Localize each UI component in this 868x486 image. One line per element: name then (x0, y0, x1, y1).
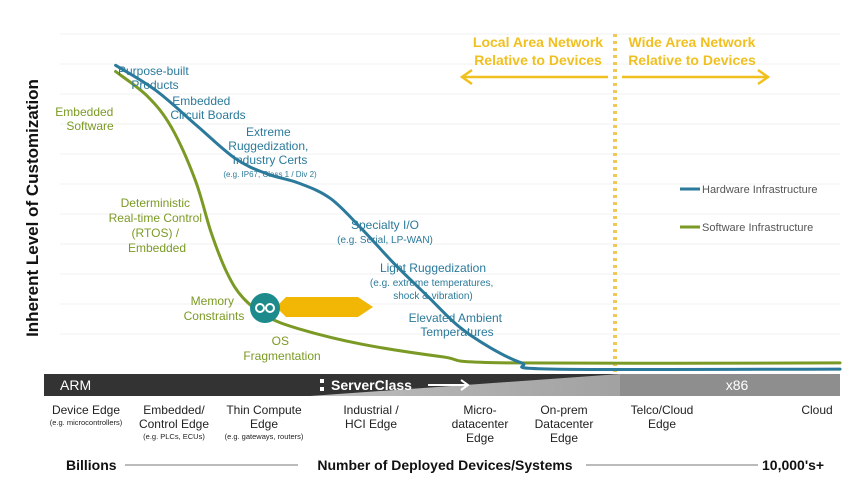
annotation-elevated-ambient: Elevated Ambient Temperatures (409, 311, 506, 339)
annotation-light-ruggedization: Light Ruggedization (380, 261, 486, 275)
annotation-memory-constraints: Memory Constraints (184, 294, 245, 323)
server-class-label: ServerClass (331, 377, 412, 393)
x-axis-footer: Billions Number of Deployed Devices/Syst… (66, 457, 824, 473)
annotation-purpose-built: Purpose-built Products (118, 64, 192, 92)
annotation-extreme-ruggedization: Extreme Ruggedization, Industry Certs (228, 125, 311, 167)
category-label: Thin Compute (226, 403, 302, 417)
hardware-annotations: Purpose-built Products Embedded Circuit … (118, 64, 506, 339)
category-sublabel: (e.g. microcontrollers) (50, 418, 123, 427)
wan-arrow (622, 68, 771, 86)
x-axis-label: Number of Deployed Devices/Systems (317, 457, 572, 473)
category-label: Control Edge (139, 417, 209, 431)
lan-arrow (459, 68, 608, 86)
category-label: Cloud (801, 403, 832, 417)
annotation-embedded-circuit: Embedded Circuit Boards (170, 94, 245, 122)
category-label: Edge (250, 417, 278, 431)
server-class-arrow (428, 379, 470, 391)
category-label: Device Edge (52, 403, 120, 417)
annotation-deterministic: Deterministic Real-time Control (RTOS) /… (109, 196, 206, 255)
wan-label-line2: Relative to Devices (628, 52, 756, 68)
architecture-bar: ARM ServerClass x86 (44, 374, 840, 396)
legend: Hardware Infrastructure Software Infrast… (680, 184, 818, 234)
server-class-marker (320, 379, 324, 383)
lan-label-line2: Relative to Devices (474, 52, 602, 68)
software-annotations: Embedded Software Deterministic Real-tim… (55, 105, 320, 363)
category-sublabel: (e.g. gateways, routers) (225, 432, 304, 441)
category-label: Edge (550, 431, 578, 445)
annotation-embedded-software: Embedded Software (55, 105, 116, 133)
category-label: Embedded/ (143, 403, 205, 417)
series-line-hardware (114, 63, 842, 372)
annotation-specialty-io: Specialty I/O (351, 218, 419, 232)
infinity-icon (255, 303, 275, 313)
legend-label-software: Software Infrastructure (702, 222, 813, 234)
category-label: Micro- (463, 403, 496, 417)
lan-label-line1: Local Area Network (473, 34, 603, 50)
category-label: datacenter (452, 417, 509, 431)
memory-constraint-arrow (276, 297, 373, 317)
category-label: Edge (466, 431, 494, 445)
x-scale-end: 10,000's+ (762, 457, 824, 473)
legend-label-hardware: Hardware Infrastructure (702, 184, 818, 196)
annotation-extreme-ruggedization-sub: (e.g. IP67, Class 1 / Div 2) (223, 170, 317, 179)
wan-label-line1: Wide Area Network (629, 34, 756, 50)
annotation-os-fragmentation: OS Fragmentation (243, 334, 320, 363)
arm-label: ARM (60, 377, 91, 393)
category-label: Edge (648, 417, 676, 431)
x-scale-start: Billions (66, 457, 117, 473)
category-label: Datacenter (535, 417, 594, 431)
server-class-marker (320, 387, 324, 391)
category-label: HCI Edge (345, 417, 397, 431)
x-categories: Device Edge(e.g. microcontrollers) Embedd… (50, 403, 833, 445)
category-label: Telco/Cloud (631, 403, 694, 417)
category-label: On-prem (540, 403, 587, 417)
category-sublabel: (e.g. PLCs, ECUs) (143, 432, 205, 441)
gridlines (60, 33, 840, 335)
annotation-light-ruggedization-sub: (e.g. extreme temperatures, shock & vibr… (370, 278, 496, 302)
y-axis-label: Inherent Level of Customization (23, 79, 42, 337)
category-label: Industrial / (343, 403, 399, 417)
annotation-specialty-io-sub: (e.g. Serial, LP-WAN) (337, 235, 433, 246)
x86-label: x86 (726, 377, 749, 393)
